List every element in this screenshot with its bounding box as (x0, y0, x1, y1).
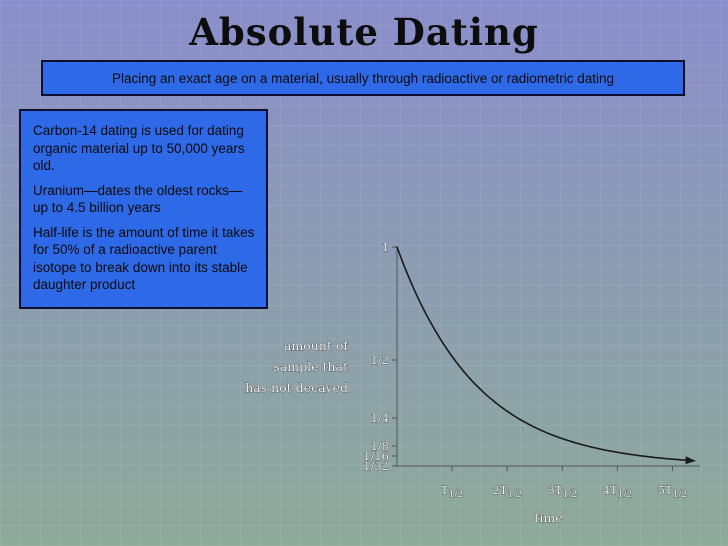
data-point (533, 426, 536, 429)
decay-series (396, 246, 696, 465)
data-point (589, 445, 591, 448)
y-tick-label: 1/8 (370, 439, 389, 453)
y-axis-title-line: amount of (284, 338, 349, 353)
definition-text: Placing an exact age on a material, usua… (111, 70, 615, 86)
y-tick-label: 1/4 (370, 411, 389, 425)
x-tick-label: 5T1/2 (658, 483, 687, 500)
y-tick-label: 1/32 (363, 459, 389, 473)
y-tick-label: 1 (382, 240, 389, 254)
data-point (478, 387, 481, 390)
data-point (423, 310, 426, 312)
info-box: Carbon-14 dating is used for dating orga… (19, 109, 268, 309)
data-point (616, 451, 619, 454)
data-point (451, 355, 453, 358)
y-axis-title-line: has not decayed (245, 380, 348, 395)
y-axis-title-line: sample that (273, 359, 348, 374)
x-axis-title: time (534, 510, 562, 525)
y-axis-title: amount of sample that has not decayed (245, 338, 350, 396)
axes (396, 247, 700, 467)
info-half-life: Half-life is the amount of time it takes… (33, 224, 255, 293)
x-tick-label: 4T1/2 (603, 483, 632, 500)
data-point (506, 410, 508, 413)
x-tick-label: 2T1/2 (492, 483, 521, 500)
data-point (644, 455, 646, 458)
data-point (561, 437, 564, 440)
x-axis-ticks: T1/2 2T1/2 3T1/2 4T1/2 5T1/2 (441, 466, 687, 500)
decay-curve (396, 246, 696, 465)
y-tick-label: 1/16 (363, 449, 389, 463)
definition-box: Placing an exact age on a material, usua… (41, 60, 685, 96)
info-uranium: Uranium—dates the oldest rocks—up to 4.5… (33, 182, 243, 216)
info-carbon-14: Carbon-14 dating is used for dating orga… (33, 123, 245, 173)
y-axis-ticks: 1 1/2 1/4 1/81/161/32 (363, 240, 397, 473)
y-tick-label: 1/2 (370, 353, 389, 367)
data-point (671, 458, 674, 460)
data-point (396, 246, 398, 248)
slide-title: Absolute Dating (189, 10, 539, 54)
data-point (693, 459, 696, 462)
x-tick-label: 3T1/2 (548, 483, 577, 500)
half-life-decay-chart: amount of sample that has not decayed 1 1/2… (245, 240, 700, 525)
x-tick-label: T1/2 (441, 483, 463, 500)
